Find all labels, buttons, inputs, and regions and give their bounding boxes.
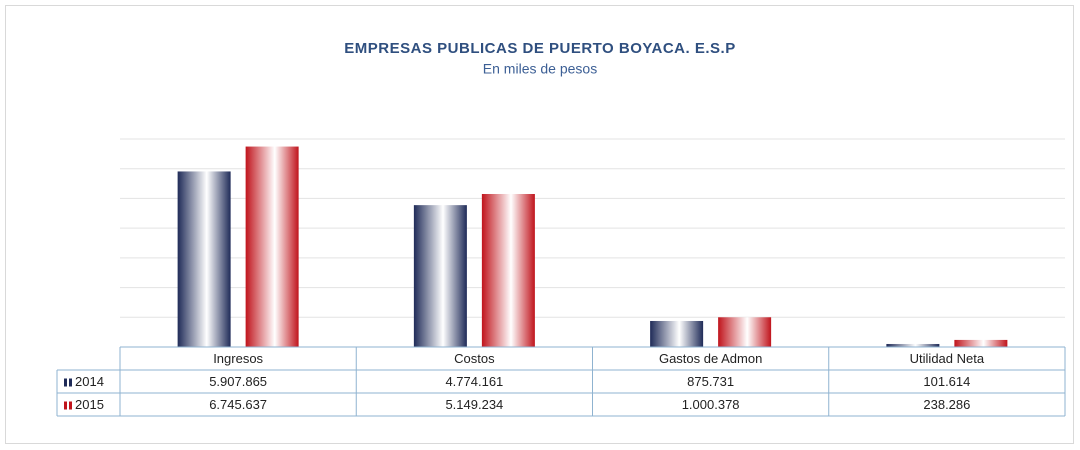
- legend-label: 2014: [75, 374, 104, 389]
- bar: [245, 146, 299, 347]
- bar: [413, 205, 467, 347]
- chart-subtitle: En miles de pesos: [483, 61, 597, 77]
- table-value: 1.000.378: [682, 397, 740, 412]
- category-label: Ingresos: [213, 351, 263, 366]
- table-value: 5.907.865: [209, 374, 267, 389]
- legend-label: 2015: [75, 397, 104, 412]
- legend-key: [69, 401, 72, 410]
- table-value: 101.614: [923, 374, 970, 389]
- bar: [718, 317, 772, 347]
- chart-title: EMPRESAS PUBLICAS DE PUERTO BOYACA. E.S.…: [344, 40, 735, 57]
- category-label: Utilidad Neta: [910, 351, 985, 366]
- legend-key: [64, 401, 67, 410]
- bar: [650, 320, 704, 347]
- table-value: 4.774.161: [445, 374, 503, 389]
- table-value: 5.149.234: [445, 397, 503, 412]
- table-value: 6.745.637: [209, 397, 267, 412]
- legend-key: [64, 378, 67, 387]
- bar: [481, 193, 535, 347]
- category-label: Costos: [454, 351, 495, 366]
- bar: [177, 171, 231, 347]
- category-label: Gastos de Admon: [659, 351, 762, 366]
- legend-key: [69, 378, 72, 387]
- table-value: 875.731: [687, 374, 734, 389]
- bar: [886, 343, 940, 347]
- table-value: 238.286: [923, 397, 970, 412]
- bar: [954, 339, 1008, 347]
